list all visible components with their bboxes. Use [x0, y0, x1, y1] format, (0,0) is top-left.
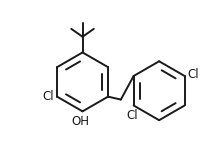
Text: OH: OH: [72, 115, 90, 128]
Text: Cl: Cl: [187, 67, 199, 80]
Text: Cl: Cl: [43, 90, 54, 103]
Text: Cl: Cl: [127, 109, 138, 122]
